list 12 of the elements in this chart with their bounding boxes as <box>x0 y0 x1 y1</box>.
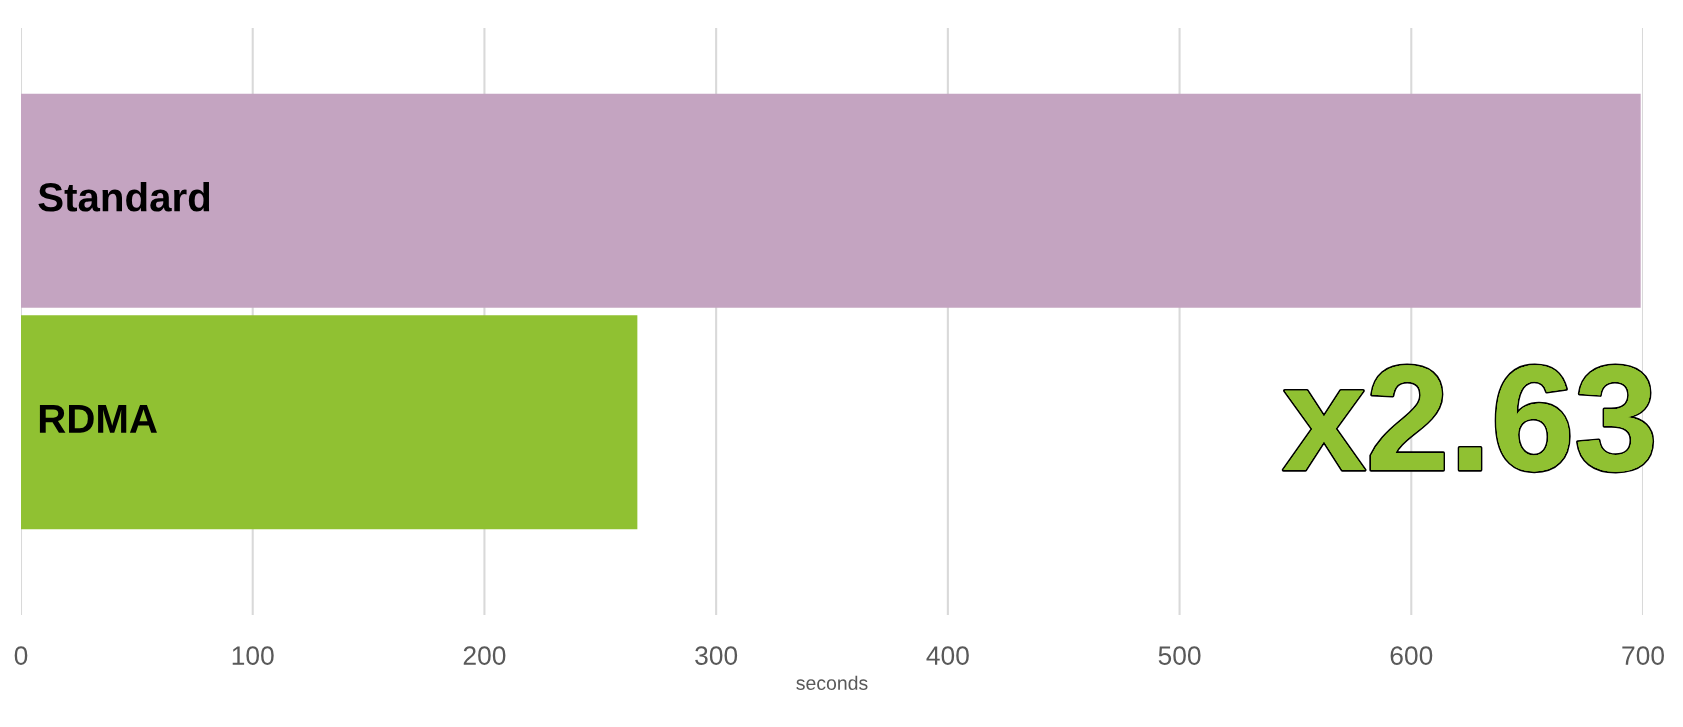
y-tick-label: Standard <box>38 182 210 212</box>
x-tick-label: 200 <box>463 646 506 665</box>
x-tick-label: 300 <box>695 646 738 665</box>
annotation: x2.63 <box>1283 365 1653 472</box>
x-tick-label: 600 <box>1390 646 1433 665</box>
x-tick-label: 100 <box>232 646 274 665</box>
x-tick-label: 500 <box>1158 646 1201 665</box>
x-tick-label: 700 <box>1622 646 1664 665</box>
x-axis-title: seconds <box>796 675 868 690</box>
x-tick-label: 0 <box>14 646 28 665</box>
x-tick-label: 400 <box>926 646 969 665</box>
y-tick-label: RDMA <box>39 404 157 433</box>
